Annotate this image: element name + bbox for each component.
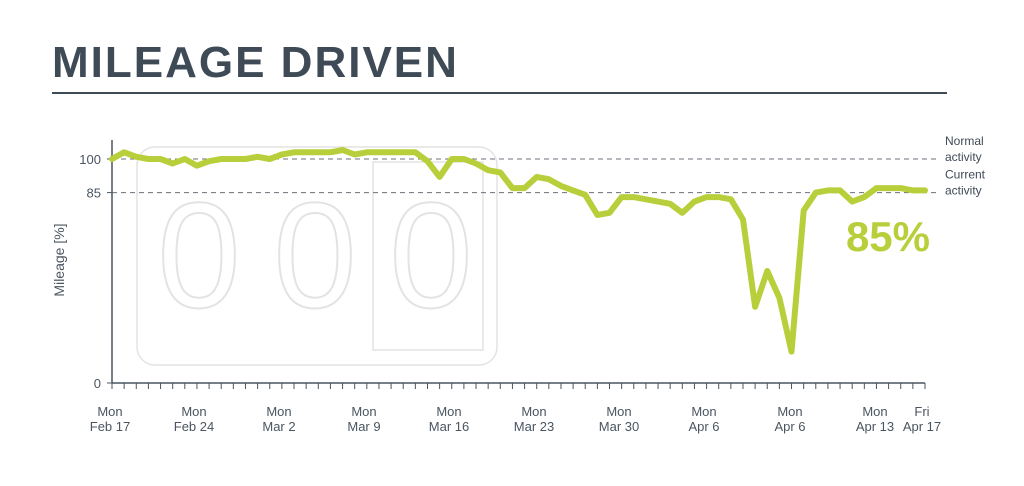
title-divider (52, 92, 947, 94)
counter-digit: 0 (157, 171, 240, 339)
series-layer (109, 147, 928, 355)
x-tick-label-date: Apr 13 (856, 419, 894, 434)
chart-labels: Mileage [%] 85% (51, 213, 930, 297)
x-tick-label-date: Apr 6 (774, 419, 805, 434)
counter-digit: 0 (389, 171, 472, 339)
current-percentage-annotation: 85% (846, 213, 930, 260)
y-tick-label: 85 (87, 186, 101, 201)
reference-label: activity (945, 150, 982, 164)
counter-frame (136, 146, 498, 366)
x-tick-label-date: Mar 16 (429, 419, 469, 434)
x-tick-label-weekday: Mon (266, 404, 291, 419)
x-tick-label-date: Apr 17 (903, 419, 941, 434)
x-tick-label-weekday: Mon (97, 404, 122, 419)
y-tick-label: 100 (79, 152, 101, 167)
x-tick-label-weekday: Mon (777, 404, 802, 419)
reference-lines: Normal activity Current activity (112, 134, 986, 198)
x-tick-label-weekday: Fri (914, 404, 929, 419)
y-axis-label: Mileage [%] (51, 223, 67, 296)
x-tick-label-date: Mar 2 (262, 419, 295, 434)
x-tick-label-date: Feb 24 (174, 419, 214, 434)
x-tick-label-date: Mar 23 (514, 419, 554, 434)
x-tick-label-date: Apr 6 (688, 419, 719, 434)
x-tick-label-date: Mar 9 (347, 419, 380, 434)
x-tick-label-weekday: Mon (691, 404, 716, 419)
y-tick-label: 0 (94, 376, 101, 391)
reference-label: activity (945, 184, 982, 198)
x-tick-label-weekday: Mon (606, 404, 631, 419)
series-line-mileage (109, 147, 928, 355)
x-tick-label-weekday: Mon (521, 404, 546, 419)
x-tick-label-weekday: Mon (181, 404, 206, 419)
x-tick-label-date: Feb 17 (90, 419, 130, 434)
x-tick-label-weekday: Mon (351, 404, 376, 419)
x-tick-label-weekday: Mon (862, 404, 887, 419)
counter-digit: 0 (273, 171, 356, 339)
reference-label: Normal (945, 134, 984, 148)
reference-label: Current (945, 168, 986, 182)
x-tick-label-date: Mar 30 (599, 419, 639, 434)
chart-title: MILEAGE DRIVEN (52, 38, 459, 87)
x-tick-label-weekday: Mon (436, 404, 461, 419)
